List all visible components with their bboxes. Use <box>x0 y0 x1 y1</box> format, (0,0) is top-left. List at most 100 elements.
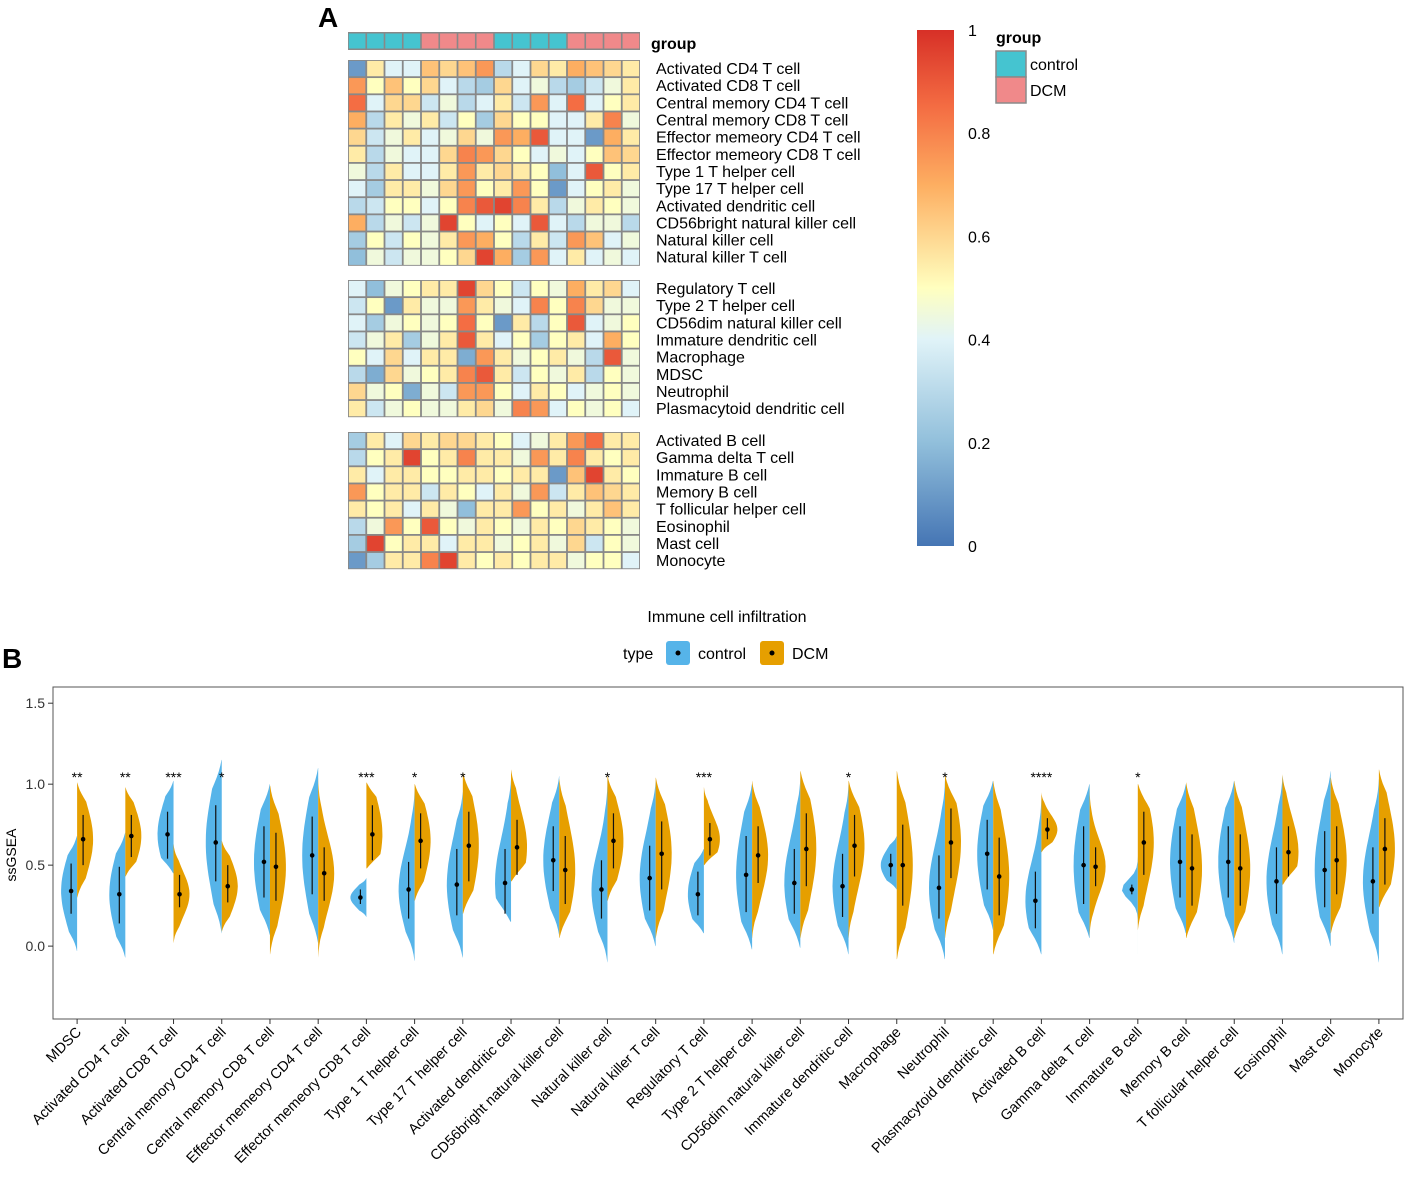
heatmap-cell <box>458 280 475 297</box>
heatmap-cell <box>367 129 384 145</box>
mean-point-control <box>550 857 556 863</box>
violin-dcm <box>752 780 769 939</box>
mean-point-control <box>358 895 363 900</box>
heatmap-cell <box>421 400 439 417</box>
heatmap-cell <box>367 232 384 248</box>
heatmap-cell <box>531 112 548 128</box>
heatmap-cell <box>549 78 567 94</box>
violin-dcm <box>1234 780 1251 939</box>
significance-label: *** <box>696 769 713 785</box>
heatmap-cell <box>421 518 439 534</box>
heatmap-cell <box>494 366 512 382</box>
heatmap-cell <box>476 501 494 517</box>
heatmap-cell <box>567 432 585 449</box>
colorbar: 1 0.8 0.6 0.4 0.2 0 <box>917 23 990 556</box>
heatmap-cell <box>567 450 585 466</box>
heatmap-cell <box>403 95 421 111</box>
heatmap-cell <box>531 95 548 111</box>
heatmap-cell <box>385 332 402 348</box>
heatmap-cell <box>403 450 421 466</box>
legend-label-dcm: DCM <box>1030 83 1066 100</box>
heatmap-cell <box>604 400 621 417</box>
violin-control <box>157 780 174 874</box>
heatmap-cell <box>367 249 384 265</box>
heatmap-cell <box>586 129 603 145</box>
annotation-cell <box>567 33 585 49</box>
heatmap-cell <box>421 366 439 382</box>
mean-point-control <box>502 880 508 886</box>
heatmap-cell <box>367 198 384 214</box>
heatmap-cell <box>385 535 402 552</box>
mean-point-control <box>792 880 797 886</box>
heatmap-cell <box>367 450 384 466</box>
heatmap-cell <box>440 383 457 400</box>
heatmap-cell <box>440 535 457 552</box>
heatmap-cell <box>440 400 457 417</box>
violin-control <box>639 780 656 947</box>
heatmap-cell <box>604 163 621 180</box>
heatmap-cell <box>567 298 585 314</box>
heatmap-cell <box>494 60 512 77</box>
heatmap-cell <box>549 180 567 197</box>
heatmap-cell <box>458 215 475 231</box>
heatmap-cell <box>622 501 640 517</box>
heatmap-row-label: CD56bright natural killer cell <box>656 215 856 232</box>
heatmap-cell <box>531 366 548 382</box>
heatmap-cell <box>622 280 640 297</box>
heatmap-cell <box>513 332 530 348</box>
heatmap-cell <box>440 432 457 449</box>
heatmap-cell <box>586 366 603 382</box>
heatmap-cell <box>567 163 585 180</box>
heatmap-cell <box>531 78 548 94</box>
heatmap-cell <box>567 180 585 197</box>
heatmap-cell <box>476 180 494 197</box>
colorbar-tick-label: 0.4 <box>968 333 990 350</box>
heatmap-cell <box>348 315 366 331</box>
heatmap-cell <box>440 249 457 265</box>
heatmap-row-label: Gamma delta T cell <box>656 450 794 467</box>
heatmap-cell <box>494 78 512 94</box>
heatmap-cell <box>440 349 457 365</box>
heatmap-cell <box>458 146 475 162</box>
violin-dcm <box>318 777 335 958</box>
heatmap-cell <box>440 366 457 382</box>
heatmap-cell <box>513 432 530 449</box>
mean-point-control <box>1033 898 1038 904</box>
heatmap-cell <box>385 215 402 231</box>
colorbar-tick-label: 0 <box>968 539 977 556</box>
heatmap-cell <box>586 383 603 400</box>
annotation-cell <box>348 33 366 49</box>
heatmap-cell <box>513 78 530 94</box>
mean-point-control <box>647 875 652 881</box>
heatmap-cell <box>567 383 585 400</box>
heatmap-cell <box>531 146 548 162</box>
heatmap-cell <box>586 249 603 265</box>
heatmap-cell <box>385 432 402 449</box>
heatmap-cell <box>567 332 585 348</box>
heatmap-cell <box>403 467 421 483</box>
heatmap-cell <box>440 78 457 94</box>
heatmap-cell <box>348 146 366 162</box>
heatmap-cell <box>513 366 530 382</box>
violin-control <box>929 780 945 960</box>
heatmap-cell <box>348 349 366 365</box>
heatmap-cell <box>440 146 457 162</box>
heatmap-cell <box>385 450 402 466</box>
violin-dcm <box>1330 777 1347 934</box>
heatmap-cell <box>421 450 439 466</box>
heatmap-cell <box>458 249 475 265</box>
annotation-bar-frame <box>348 32 640 50</box>
heatmap-cell <box>622 518 640 534</box>
heatmap-cell <box>586 232 603 248</box>
heatmap-cell <box>421 501 439 517</box>
heatmap-cell <box>385 501 402 517</box>
heatmap-cell <box>604 467 621 483</box>
heatmap-cell <box>513 60 530 77</box>
heatmap-cell <box>513 450 530 466</box>
heatmap-cell <box>622 450 640 466</box>
heatmap-cell <box>440 450 457 466</box>
heatmap-cell <box>604 146 621 162</box>
violin-dcm <box>1041 792 1058 853</box>
violin-dcm <box>703 787 720 866</box>
heatmap-row-label: Plasmacytoid dendritic cell <box>656 401 845 418</box>
